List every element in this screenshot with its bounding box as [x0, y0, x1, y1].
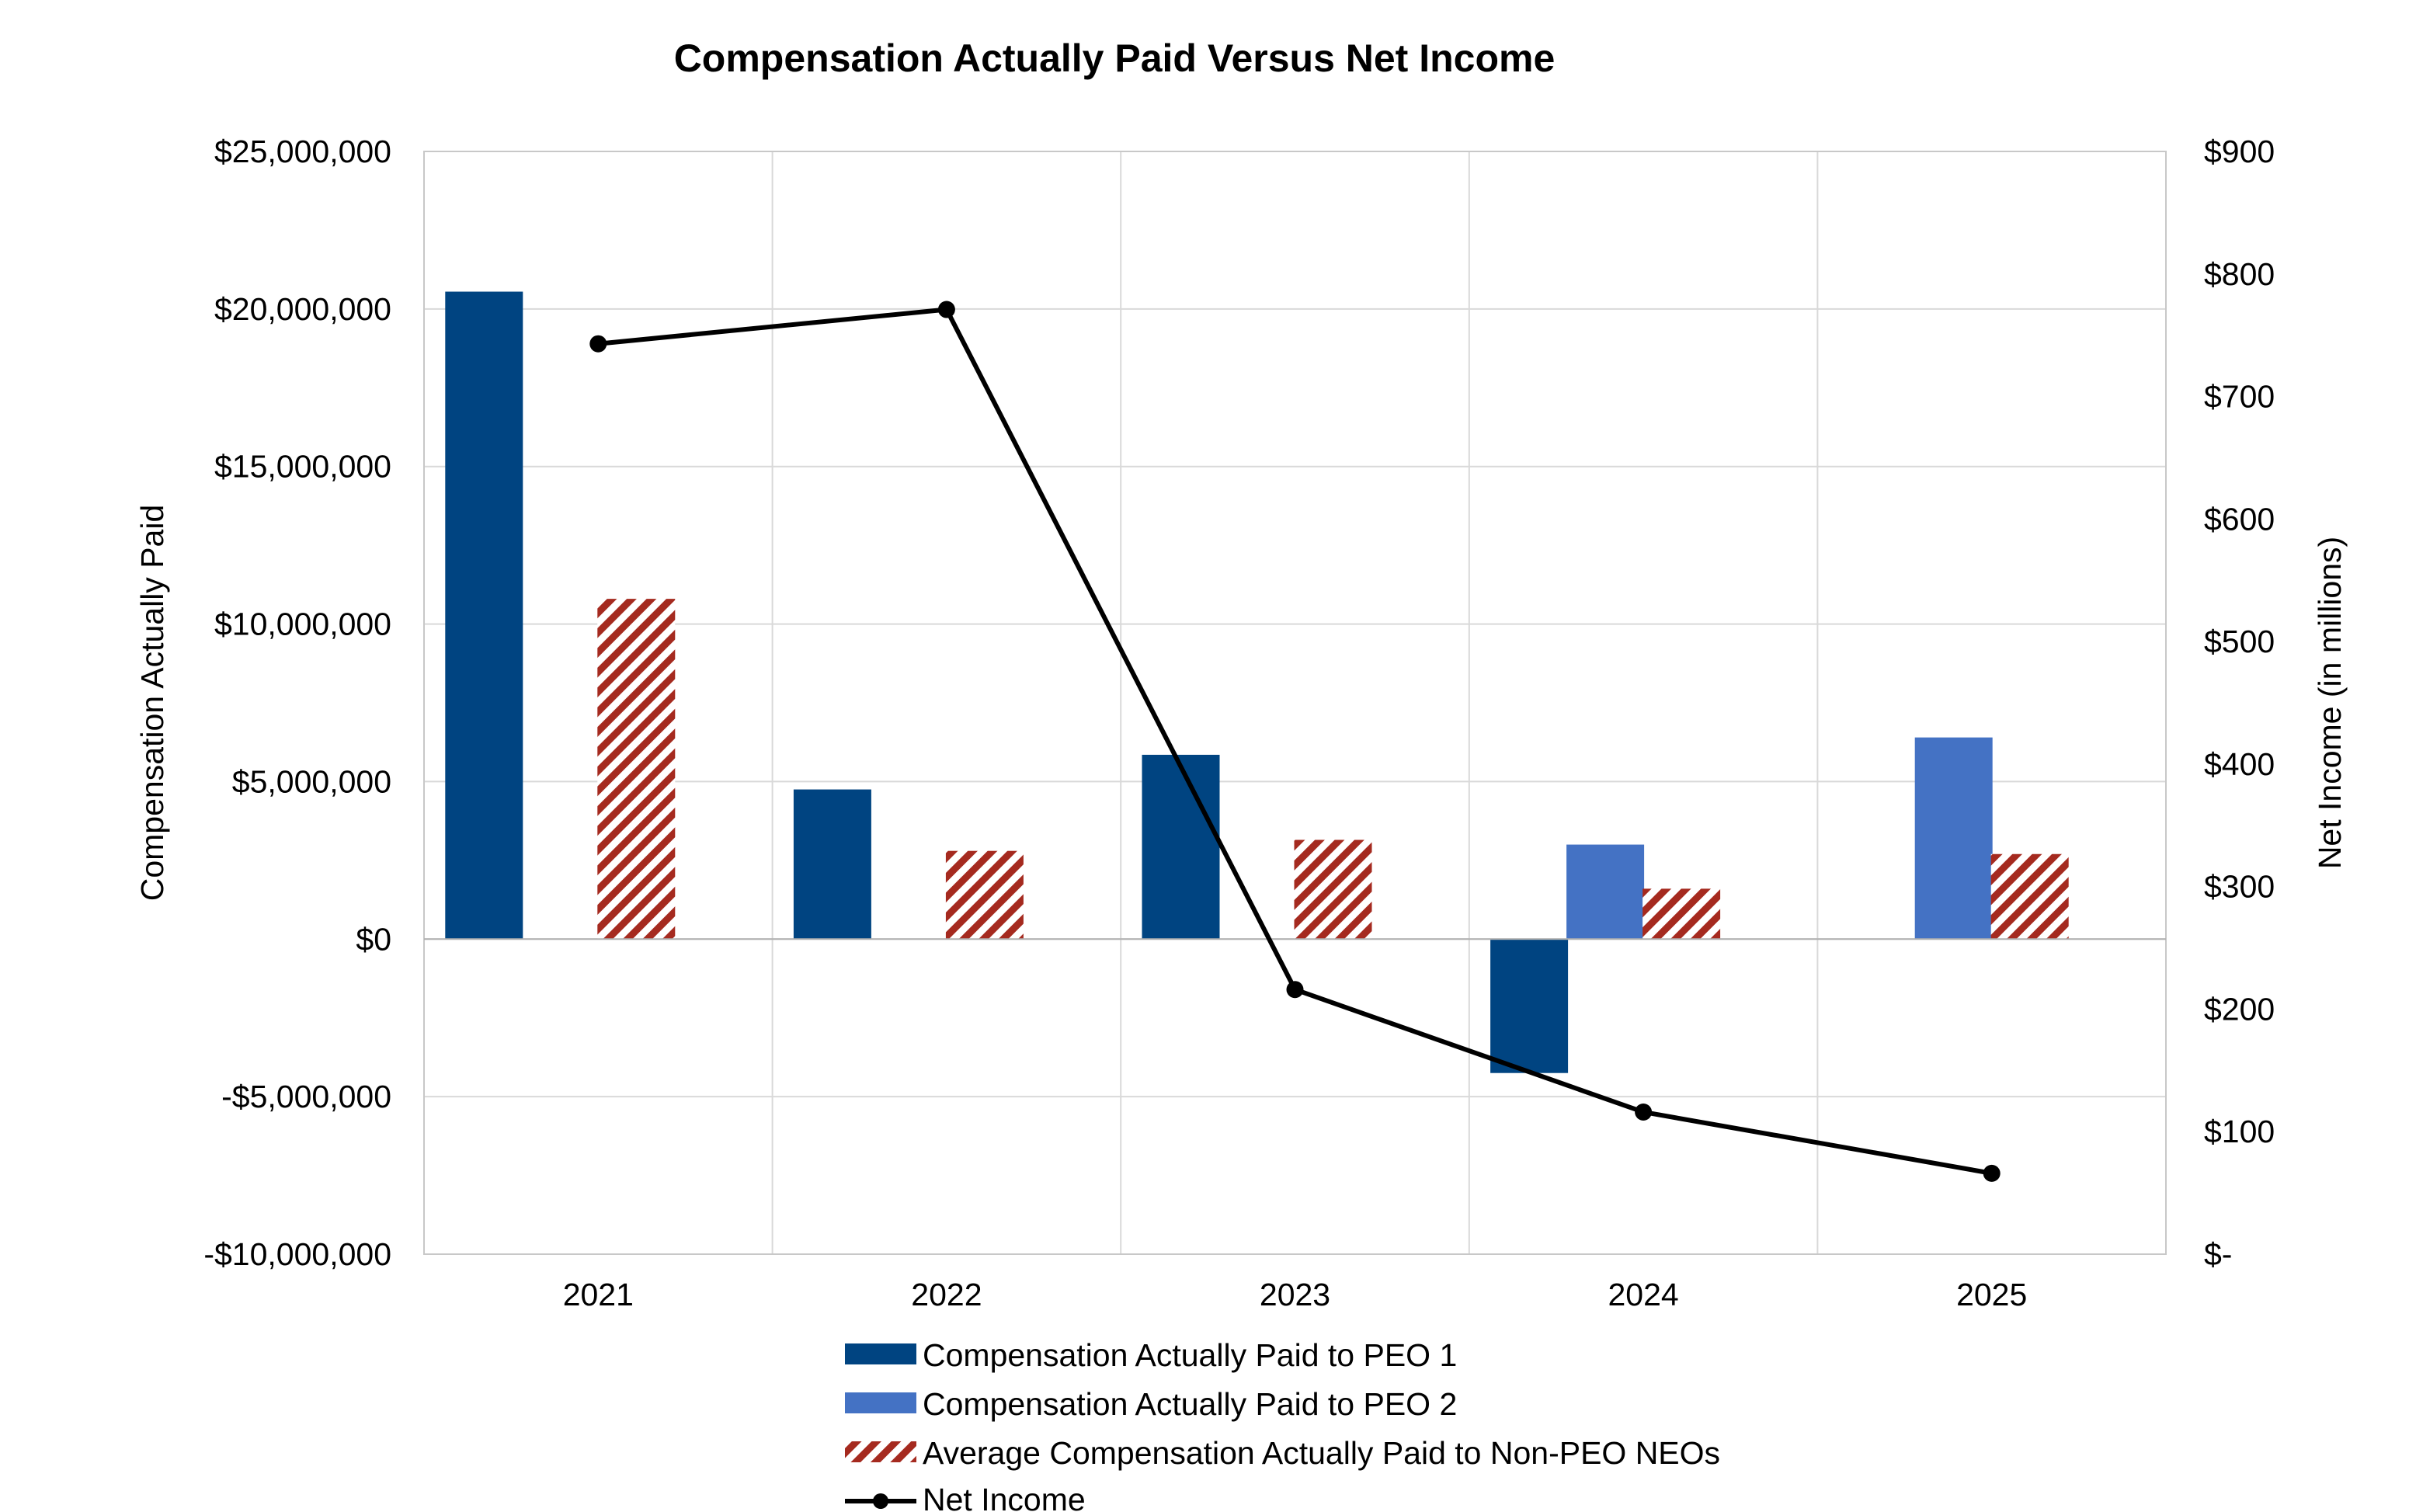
right-tick-label: $100 [2204, 1114, 2275, 1149]
left-tick-label: -$10,000,000 [203, 1236, 391, 1272]
plot-area-border [423, 151, 2167, 1255]
legend-swatch-peo1 [845, 1343, 916, 1364]
legend-swatch-non-peo [845, 1441, 916, 1462]
x-tick-label: 2021 [563, 1277, 634, 1312]
bar-compensation-actually-paid-to-peo-1-2021 [445, 291, 523, 940]
legend-swatch-peo2 [845, 1392, 916, 1413]
net-income-point-2023 [1286, 981, 1304, 999]
right-tick-label: $900 [2204, 134, 2275, 169]
gridlines [424, 151, 2166, 1255]
net-income-line [589, 301, 2001, 1182]
legend-label-non-peo: Average Compensation Actually Paid to No… [923, 1435, 1720, 1471]
left-tick-label: $0 [356, 921, 391, 957]
net-income-point-2022 [937, 301, 955, 318]
right-tick-label: $200 [2204, 991, 2275, 1027]
left-axis-label: Compensation Actually Paid [134, 505, 170, 902]
left-tick-label: -$5,000,000 [221, 1079, 391, 1114]
net-income-point-2024 [1635, 1103, 1653, 1121]
bar-compensation-actually-paid-to-peo-1-2022 [793, 789, 871, 940]
left-axis-ticks: $25,000,000 $20,000,000 $15,000,000 $10,000… [203, 134, 391, 1272]
chart-title: Compensation Actually Paid Versus Net In… [674, 36, 1556, 80]
bar-average-compensation-actually-paid-to-non-peo-neos-2024 [1642, 888, 1721, 940]
x-tick-label: 2022 [911, 1277, 982, 1312]
bar-average-compensation-actually-paid-to-non-peo-neos-2022 [945, 850, 1024, 940]
legend-marker-net-income [873, 1493, 888, 1509]
x-tick-label: 2023 [1260, 1277, 1330, 1312]
right-axis-ticks: $900 $800 $700 $600 $500 $400 $300 $200 $100 $- [2204, 134, 2275, 1272]
legend-label-peo2: Compensation Actually Paid to PEO 2 [923, 1386, 1457, 1422]
legend: Compensation Actually Paid to PEO 1 Comp… [845, 1337, 1720, 1512]
x-tick-label: 2025 [1956, 1277, 2027, 1312]
legend-label-peo1: Compensation Actually Paid to PEO 1 [923, 1337, 1457, 1373]
x-axis-ticks: 2021 2022 2023 2024 2025 [563, 1277, 2028, 1312]
left-tick-label: $10,000,000 [214, 607, 391, 642]
bar-compensation-actually-paid-to-peo-2-2025 [1914, 737, 1993, 940]
right-tick-label: $500 [2204, 624, 2275, 659]
bar-compensation-actually-paid-to-peo-1-2024 [1490, 939, 1569, 1073]
bar-compensation-actually-paid-to-peo-1-2023 [1142, 754, 1220, 940]
net-income-point-2021 [589, 335, 607, 353]
x-tick-label: 2024 [1608, 1277, 1678, 1312]
net-income-polyline [598, 307, 1993, 1176]
left-tick-label: $5,000,000 [232, 763, 391, 799]
right-tick-label: $700 [2204, 379, 2275, 415]
left-tick-label: $25,000,000 [214, 134, 391, 169]
legend-label-net-income: Net Income [923, 1482, 1086, 1512]
bar-average-compensation-actually-paid-to-non-peo-neos-2025 [1990, 853, 2069, 940]
bar-compensation-actually-paid-to-peo-2-2024 [1566, 844, 1645, 940]
bar-average-compensation-actually-paid-to-non-peo-neos-2023 [1294, 839, 1372, 940]
right-tick-label: $300 [2204, 869, 2275, 905]
left-tick-label: $15,000,000 [214, 449, 391, 485]
right-axis-label: Net Income (in millions) [2312, 537, 2348, 869]
bar-average-compensation-actually-paid-to-non-peo-neos-2021 [597, 599, 676, 940]
bars [445, 291, 2069, 1073]
right-tick-label: $800 [2204, 256, 2275, 292]
right-tick-label: $400 [2204, 746, 2275, 782]
right-tick-label: $- [2204, 1236, 2232, 1272]
left-tick-label: $20,000,000 [214, 291, 391, 327]
right-tick-label: $600 [2204, 501, 2275, 537]
net-income-point-2025 [1983, 1164, 2001, 1182]
